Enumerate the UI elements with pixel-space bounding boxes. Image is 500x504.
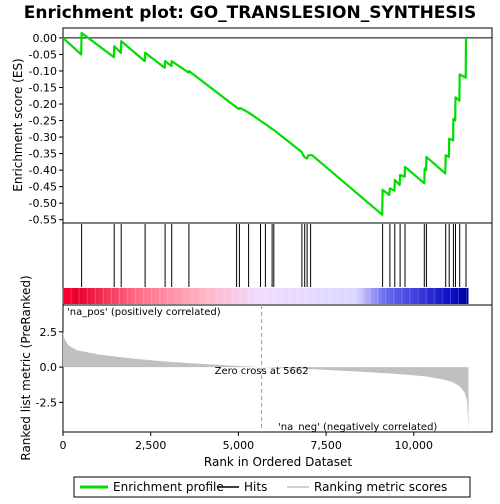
es-y-tick-label: -0.10 [29,65,57,78]
ranking-metric-area [63,331,469,430]
x-tick-label: 10,000 [395,439,434,452]
es-y-tick-label: -0.40 [29,164,57,177]
negative-correlation-label: 'na_neg' (negatively correlated) [278,422,437,433]
es-y-tick-label: -0.35 [29,148,57,161]
es-y-tick-label: -0.25 [29,115,57,128]
es-y-tick-label: -0.50 [29,197,57,210]
zero-cross-label: Zero cross at 5662 [215,366,309,377]
es-y-tick-label: -0.05 [29,48,57,61]
metric-y-axis-label: Ranked list metric (PreRanked) [19,275,33,460]
es-y-tick-label: -0.55 [29,214,57,227]
hits-panel [62,222,493,306]
es-y-axis-label: Enrichment score (ES) [11,58,25,191]
ranking-metric-fill [63,331,469,430]
es-y-tick-label: -0.45 [29,181,57,194]
legend-label: Hits [244,480,267,494]
legend-items: Enrichment profile Hits Ranking metric sco… [80,480,447,494]
es-y-tick-label: -0.20 [29,98,57,111]
x-tick-label: 5,000 [223,439,255,452]
legend-label: Ranking metric scores [314,480,447,494]
x-tick-label: 7,500 [310,439,342,452]
x-axis: 0 2,500 5,000 7,500 10,000 [60,432,434,452]
chart-title: Enrichment plot: GO_TRANSLESION_SYNTHESI… [24,3,476,23]
metric-panel: 2.5 0.0 -2.5 Zero cross at 5662 'na_pos' (… [19,275,493,461]
enrichment-profile-line [62,31,468,216]
x-axis-label: Rank in Ordered Dataset [204,455,352,469]
metric-y-tick-label: 2.5 [40,326,58,339]
heat-bar-fill [63,288,469,304]
legend-box [73,476,471,498]
es-y-tick-label: -0.30 [29,131,57,144]
metric-y-tick-label: -2.5 [36,396,57,409]
hit-markers [81,224,467,287]
es-y-tick-label: -0.15 [29,81,57,94]
metric-y-tick-label: 0.0 [40,361,58,374]
legend: Enrichment profile Hits Ranking metric sco… [73,476,471,498]
ranking-heatmap-bar [62,288,469,304]
metric-y-ticks: 2.5 0.0 -2.5 [36,326,63,409]
x-tick-label: 2,500 [135,439,167,452]
metric-panel-frame [62,304,493,433]
x-tick-label: 0 [60,439,67,452]
es-y-ticks: 0.00 -0.05 -0.10 -0.15 -0.20 -0.25 -0.30 -0.35 -… [29,32,63,227]
es-y-tick-label: 0.00 [33,32,58,45]
legend-label: Enrichment profile [113,480,224,494]
enrichment-profile-series [62,31,468,216]
positive-correlation-label: 'na_pos' (positively correlated) [67,307,221,318]
es-panel-frame [62,27,493,224]
es-panel: 0.00 -0.05 -0.10 -0.15 -0.20 -0.25 -0.30 -0.35 -… [11,27,493,227]
